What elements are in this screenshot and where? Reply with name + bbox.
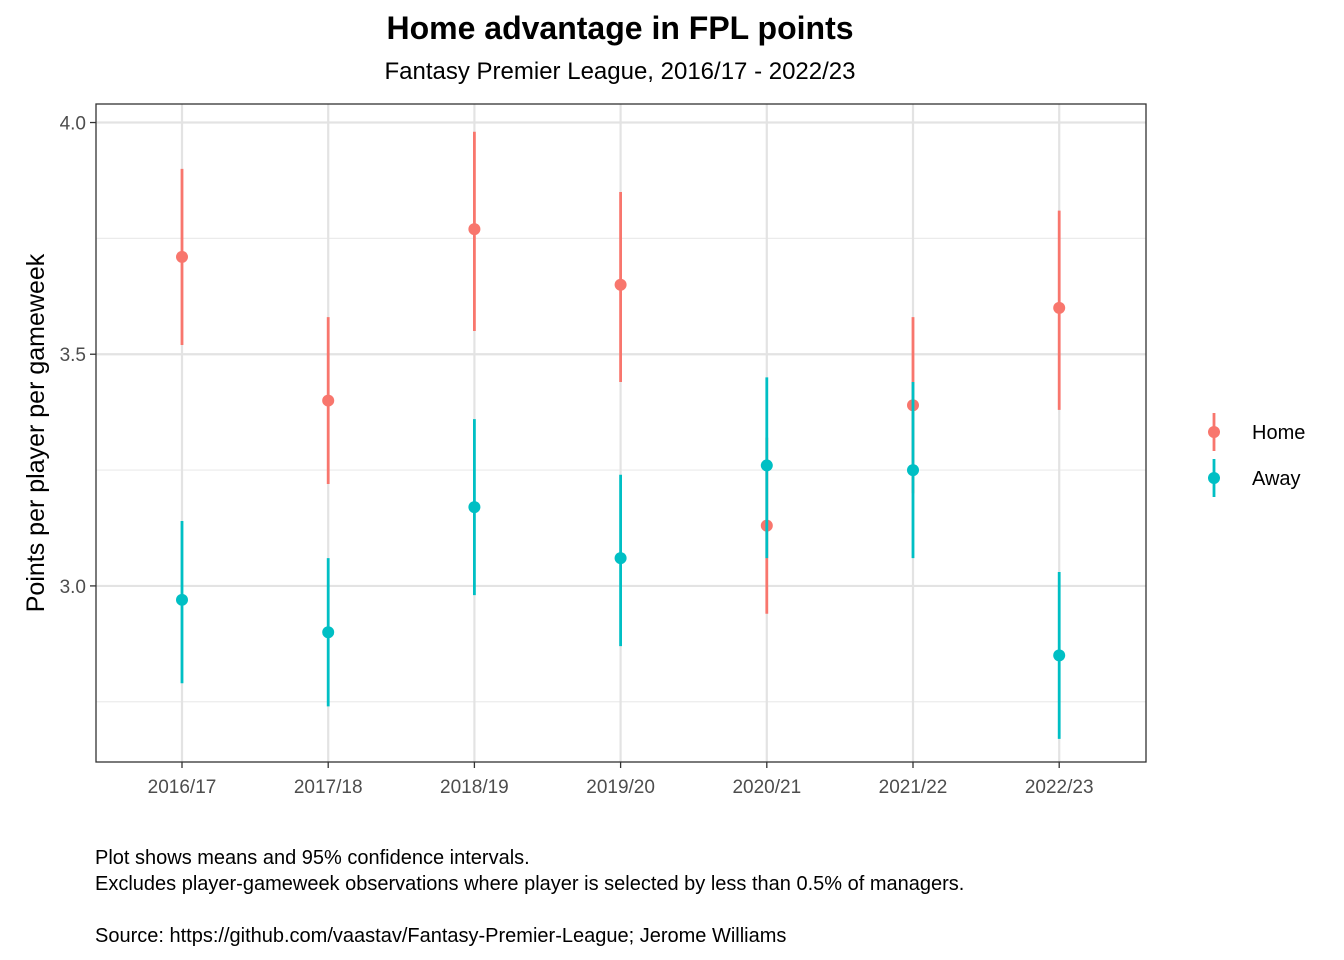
chart-title: Home advantage in FPL points bbox=[386, 10, 854, 46]
x-tick-label: 2022/23 bbox=[1025, 777, 1094, 798]
legend: Home Away bbox=[1208, 413, 1305, 497]
y-tick-label: 4.0 bbox=[60, 114, 86, 135]
caption-source: Source: https://github.com/vaastav/Fanta… bbox=[95, 925, 787, 947]
away-point bbox=[1053, 649, 1066, 662]
legend-label-home: Home bbox=[1252, 422, 1305, 444]
x-tick-label: 2017/18 bbox=[294, 777, 363, 798]
home-point bbox=[176, 250, 188, 263]
y-tick-label: 3.0 bbox=[60, 577, 86, 598]
away-point bbox=[322, 626, 335, 639]
chart-subtitle: Fantasy Premier League, 2016/17 - 2022/2… bbox=[384, 58, 856, 85]
away-point bbox=[468, 501, 481, 514]
legend-key-away-point bbox=[1208, 472, 1220, 484]
away-point bbox=[614, 552, 627, 565]
chart-marks bbox=[176, 131, 1066, 739]
x-tick-label: 2021/22 bbox=[879, 777, 948, 798]
home-point bbox=[322, 394, 335, 407]
caption-line-2: Excludes player-gameweek observations wh… bbox=[95, 873, 965, 895]
axes: 3.0 3.5 4.0 2016/17 2017/18 2018/19 2019/20 202… bbox=[60, 114, 1094, 798]
away-point bbox=[760, 459, 773, 472]
home-point bbox=[1053, 301, 1066, 314]
away-point bbox=[176, 593, 188, 606]
home-point bbox=[614, 278, 627, 291]
home-point bbox=[468, 223, 481, 236]
y-tick-label: 3.5 bbox=[60, 345, 86, 366]
x-tick-label: 2020/21 bbox=[732, 777, 801, 798]
caption-line-1: Plot shows means and 95% confidence inte… bbox=[95, 847, 530, 869]
x-tick-label: 2019/20 bbox=[586, 777, 655, 798]
x-tick-label: 2018/19 bbox=[440, 777, 509, 798]
y-axis-title: Points per player per gameweek bbox=[22, 253, 50, 612]
caption: Plot shows means and 95% confidence inte… bbox=[95, 845, 964, 949]
legend-label-away: Away bbox=[1252, 468, 1301, 490]
x-tick-label: 2016/17 bbox=[148, 777, 217, 798]
legend-key-home-point bbox=[1208, 426, 1220, 438]
away-point bbox=[907, 464, 919, 477]
